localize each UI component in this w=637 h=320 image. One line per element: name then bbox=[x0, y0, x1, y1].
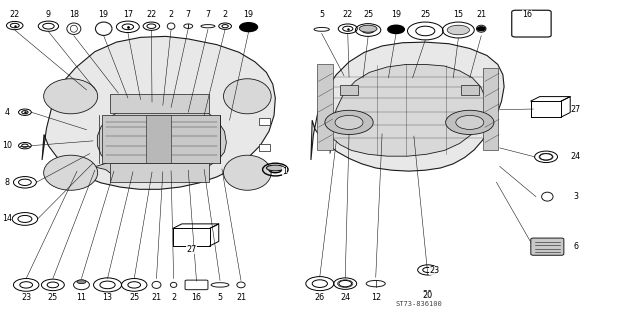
Text: 11: 11 bbox=[76, 293, 87, 302]
Ellipse shape bbox=[224, 79, 271, 114]
Text: 25: 25 bbox=[129, 293, 140, 302]
Text: 26: 26 bbox=[315, 293, 325, 302]
Text: 22: 22 bbox=[147, 10, 157, 19]
Ellipse shape bbox=[359, 25, 377, 32]
Text: 24: 24 bbox=[571, 152, 581, 161]
Bar bbox=[259, 118, 270, 125]
Circle shape bbox=[456, 116, 483, 129]
Text: 13: 13 bbox=[103, 293, 113, 302]
Text: 22: 22 bbox=[10, 10, 20, 19]
Bar bbox=[259, 144, 270, 151]
Text: 9: 9 bbox=[46, 10, 51, 19]
Text: 7: 7 bbox=[185, 10, 191, 19]
Text: 4: 4 bbox=[4, 108, 10, 117]
Bar bbox=[110, 163, 208, 182]
Text: 17: 17 bbox=[123, 10, 133, 19]
Circle shape bbox=[240, 23, 257, 32]
Text: 19: 19 bbox=[391, 10, 401, 19]
Text: 27: 27 bbox=[571, 105, 581, 114]
Text: 23: 23 bbox=[429, 266, 440, 276]
Text: 5: 5 bbox=[217, 293, 222, 302]
Text: 16: 16 bbox=[522, 10, 532, 19]
Text: 7: 7 bbox=[205, 10, 210, 19]
Text: 21: 21 bbox=[152, 293, 162, 302]
Text: 8: 8 bbox=[4, 178, 10, 187]
Text: 23: 23 bbox=[21, 293, 31, 302]
Ellipse shape bbox=[266, 165, 284, 171]
Ellipse shape bbox=[44, 155, 97, 190]
Bar bbox=[340, 85, 358, 95]
Ellipse shape bbox=[447, 25, 469, 35]
Text: 2: 2 bbox=[169, 10, 174, 19]
Ellipse shape bbox=[224, 155, 271, 190]
Circle shape bbox=[477, 27, 485, 31]
Circle shape bbox=[325, 110, 373, 134]
Bar bbox=[317, 64, 333, 150]
Text: 25: 25 bbox=[420, 10, 431, 19]
Ellipse shape bbox=[77, 280, 86, 284]
Text: 3: 3 bbox=[573, 192, 578, 201]
Text: 21: 21 bbox=[236, 293, 246, 302]
FancyBboxPatch shape bbox=[531, 238, 564, 255]
Circle shape bbox=[388, 25, 404, 34]
Text: 20: 20 bbox=[423, 290, 433, 299]
Text: ST73-836100: ST73-836100 bbox=[396, 301, 442, 307]
Ellipse shape bbox=[44, 79, 97, 114]
Text: 21: 21 bbox=[476, 10, 486, 19]
Text: 14: 14 bbox=[2, 214, 12, 223]
Polygon shape bbox=[80, 101, 226, 179]
Text: 5: 5 bbox=[319, 10, 324, 19]
Text: 18: 18 bbox=[69, 10, 79, 19]
Text: 20: 20 bbox=[423, 291, 433, 300]
Text: 25: 25 bbox=[48, 293, 58, 302]
Text: 15: 15 bbox=[454, 10, 463, 19]
Text: 16: 16 bbox=[192, 293, 201, 302]
Circle shape bbox=[335, 116, 363, 129]
Text: 2: 2 bbox=[222, 10, 227, 19]
Text: 27: 27 bbox=[186, 245, 197, 254]
Polygon shape bbox=[311, 42, 504, 171]
Text: 10: 10 bbox=[2, 141, 12, 150]
Text: 19: 19 bbox=[99, 10, 109, 19]
Text: 6: 6 bbox=[573, 242, 578, 251]
Text: 1: 1 bbox=[282, 167, 287, 176]
Circle shape bbox=[446, 110, 494, 134]
Polygon shape bbox=[103, 116, 220, 163]
Text: 2: 2 bbox=[171, 293, 176, 302]
Bar bbox=[146, 116, 171, 163]
Polygon shape bbox=[42, 36, 275, 189]
Text: 25: 25 bbox=[363, 10, 373, 19]
Bar bbox=[110, 94, 208, 113]
Text: 22: 22 bbox=[343, 10, 353, 19]
Polygon shape bbox=[330, 64, 485, 156]
Text: 24: 24 bbox=[340, 293, 350, 302]
Text: 19: 19 bbox=[243, 10, 254, 19]
Bar bbox=[461, 85, 478, 95]
Bar bbox=[482, 68, 498, 150]
Text: 12: 12 bbox=[371, 293, 381, 302]
